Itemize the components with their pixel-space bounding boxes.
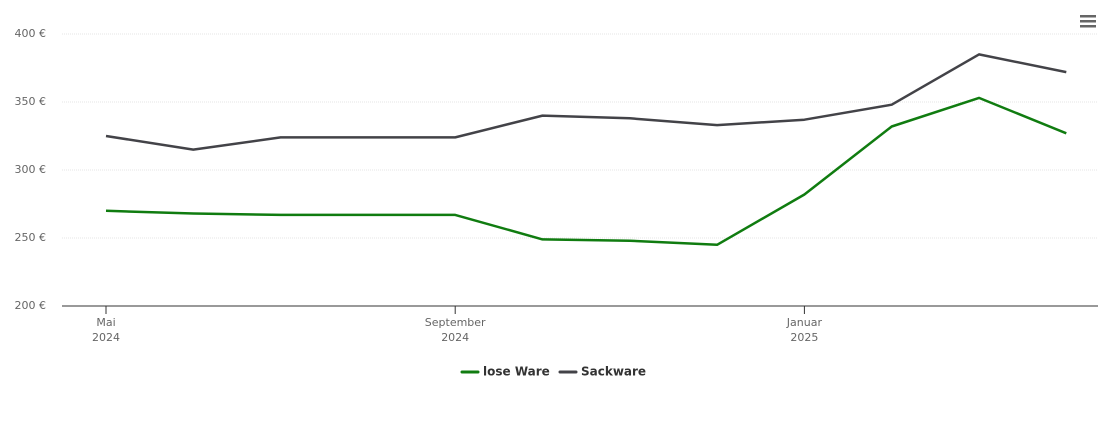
x-tick-year: 2024 — [441, 331, 469, 344]
x-tick-label: Mai — [96, 316, 115, 329]
y-tick-label: 300 € — [15, 163, 47, 176]
x-tick-year: 2025 — [790, 331, 818, 344]
y-tick-label: 200 € — [15, 299, 47, 312]
legend-label: lose Ware — [483, 365, 550, 379]
y-tick-label: 250 € — [15, 231, 47, 244]
legend-label: Sackware — [581, 365, 646, 379]
x-tick-year: 2024 — [92, 331, 120, 344]
menu-icon[interactable] — [1080, 15, 1096, 28]
series-line — [105, 96, 1067, 247]
y-tick-label: 350 € — [15, 95, 47, 108]
series-line — [105, 53, 1067, 151]
x-tick-label: September — [425, 316, 486, 329]
x-tick-label: Januar — [786, 316, 823, 329]
y-tick-label: 400 € — [15, 27, 47, 40]
